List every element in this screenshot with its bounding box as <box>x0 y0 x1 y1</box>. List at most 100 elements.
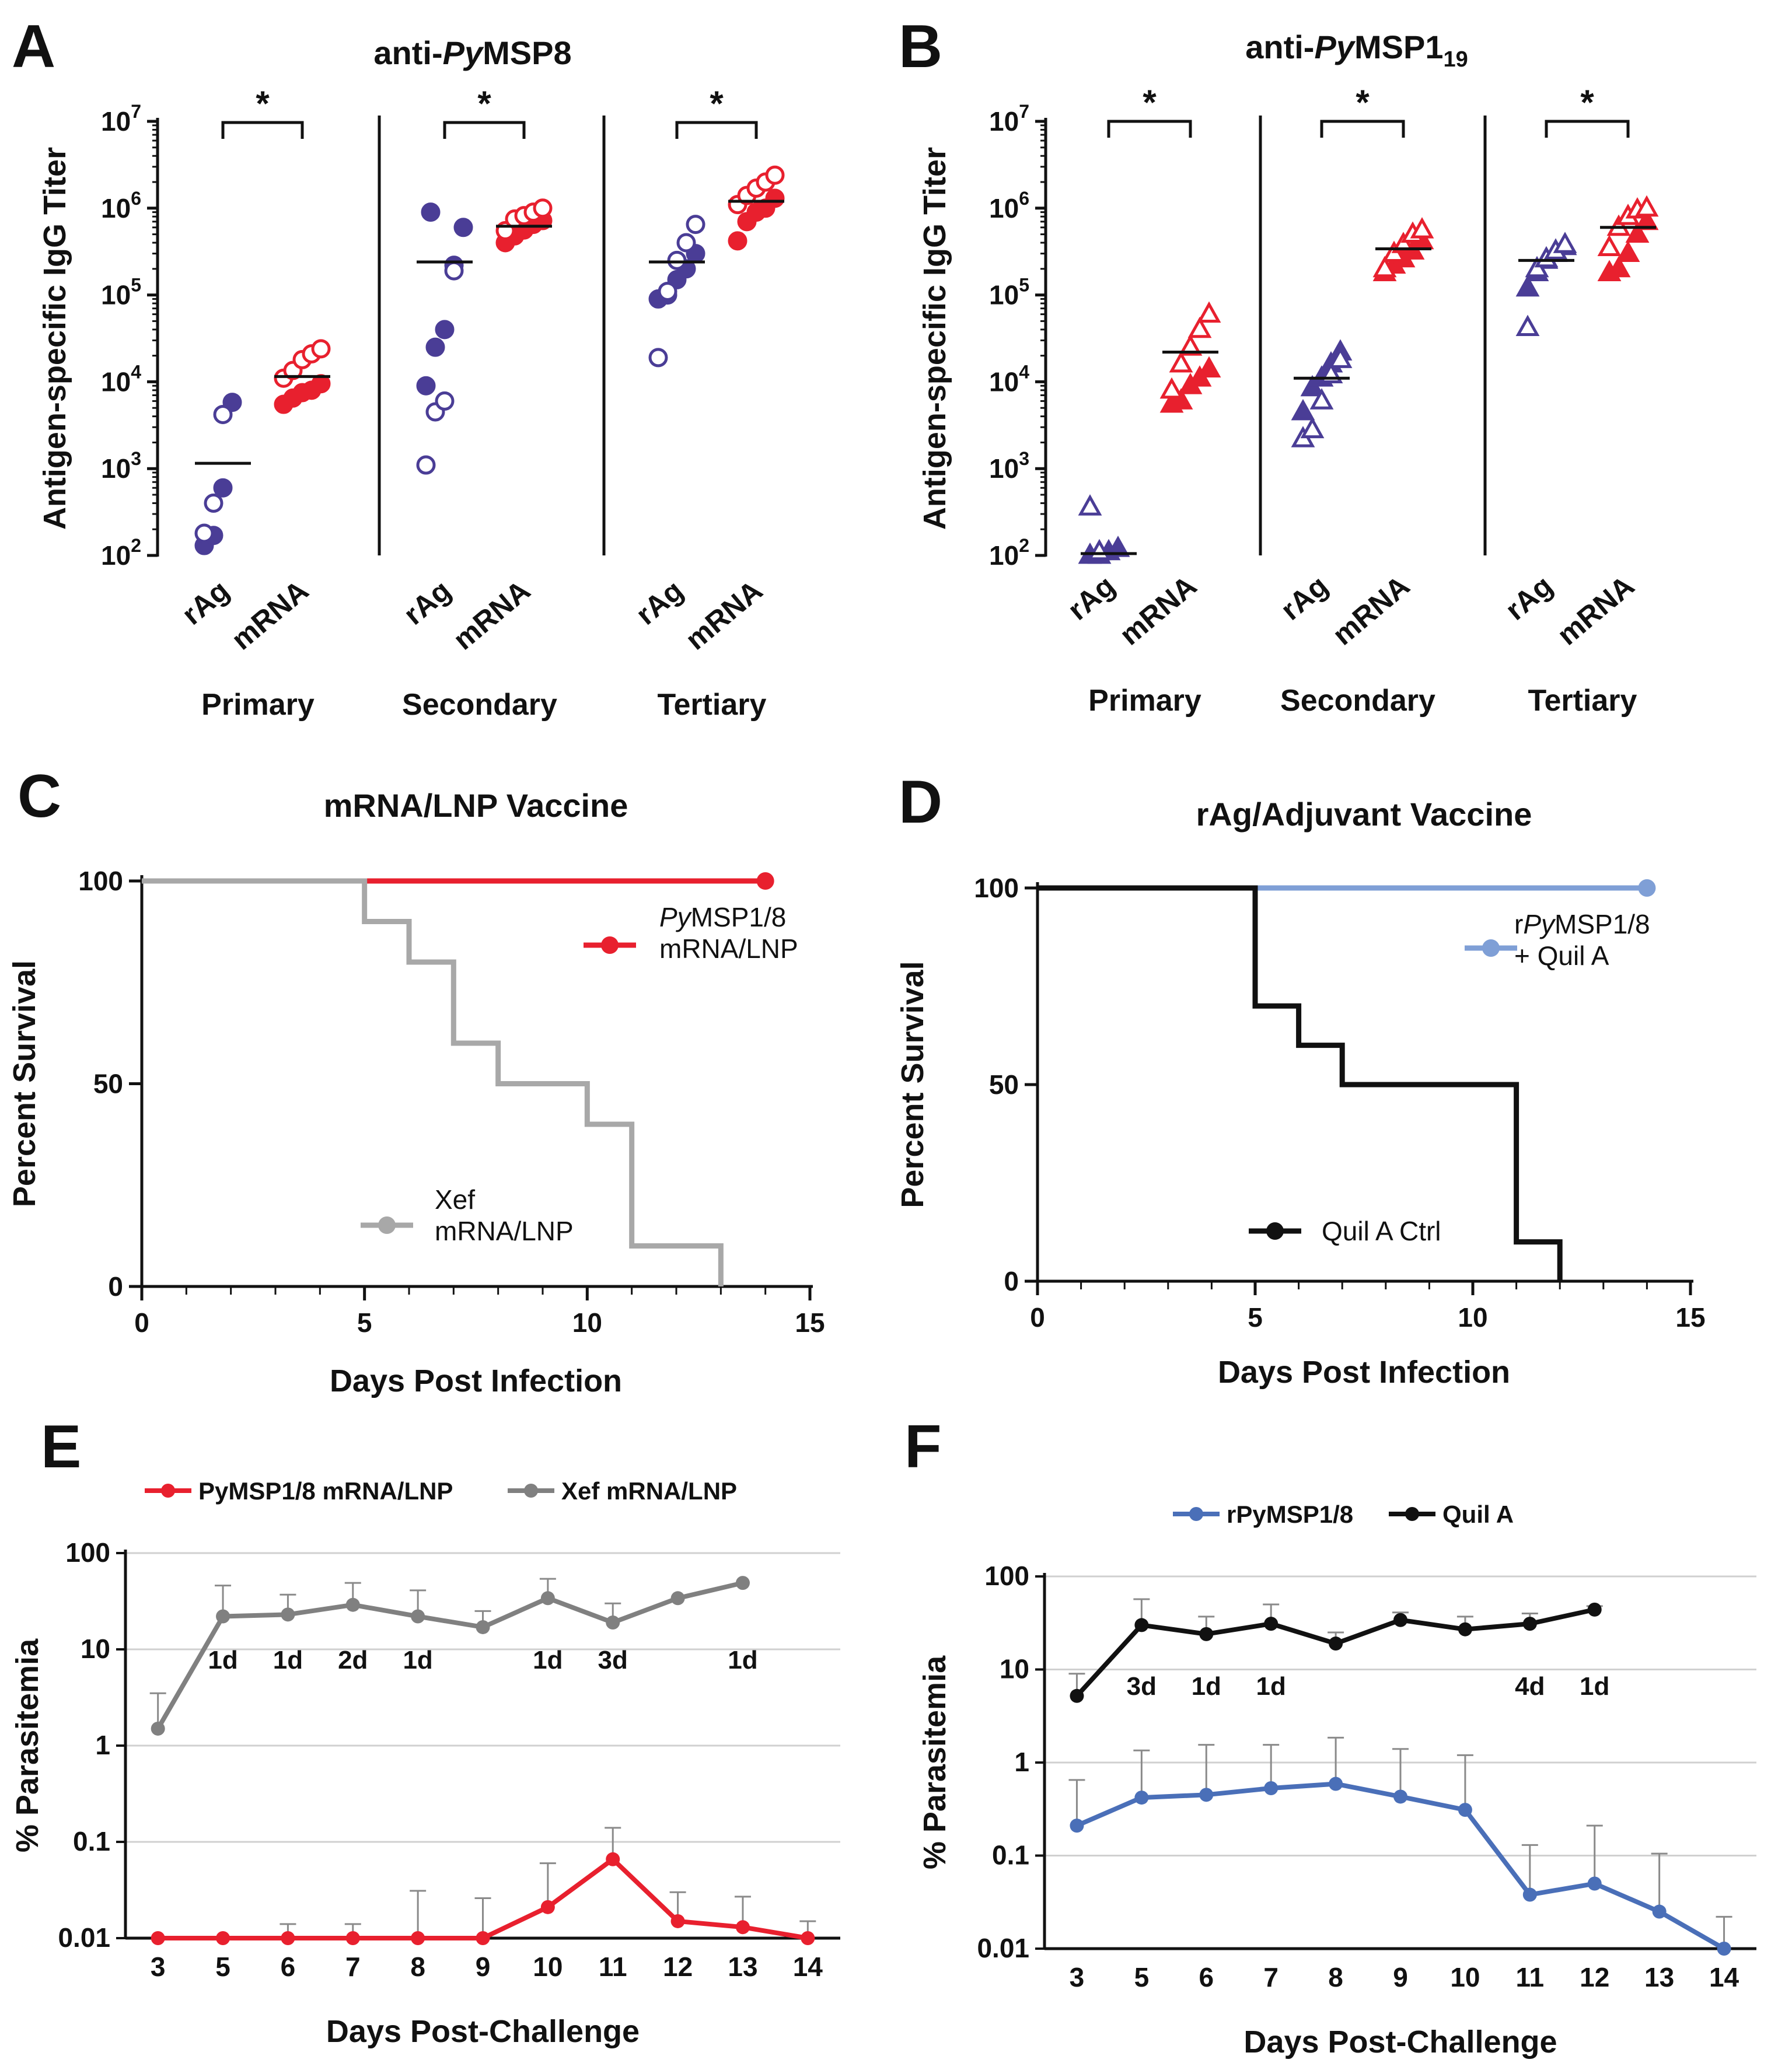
panel-title: anti-PyMSP8 <box>373 34 571 71</box>
rag-point-filled <box>421 202 441 222</box>
tick-base: 10 <box>101 106 131 137</box>
data-point <box>345 1597 360 1612</box>
y-tick-label: 50 <box>989 1069 1019 1100</box>
y-tick-label: 107 <box>101 101 141 137</box>
x-tick-label: 11 <box>599 1952 627 1982</box>
data-point <box>216 1609 230 1624</box>
x-tick-label: 5 <box>1134 1962 1150 1992</box>
y-tick-label: 10 <box>1000 1654 1029 1684</box>
survival-curve <box>142 878 724 1286</box>
data-point <box>1522 1887 1537 1902</box>
x-tick-label: 6 <box>281 1952 296 1982</box>
y-tick-label: 100 <box>78 866 123 896</box>
mrna-point-open <box>311 339 331 359</box>
mrna-point-filled <box>311 374 331 394</box>
rag-point-filled <box>416 376 436 396</box>
x-tick-label: 12 <box>663 1952 693 1982</box>
data-point <box>801 1931 815 1945</box>
rag-point-open <box>435 391 455 411</box>
legend-label: Quil A Ctrl <box>1322 1216 1441 1246</box>
legend-marker <box>1405 1507 1419 1521</box>
x-tick-label: 15 <box>795 1307 825 1338</box>
data-point <box>1070 1819 1084 1833</box>
rag-point-open <box>686 215 705 235</box>
significance-bracket <box>1545 120 1630 138</box>
tick-base: 10 <box>101 453 131 484</box>
rag-point-open <box>648 348 668 368</box>
significance-star: * <box>256 84 270 123</box>
tick-exponent: 6 <box>131 188 141 209</box>
significance-bracket <box>443 121 526 139</box>
rag-point-open <box>1328 347 1353 368</box>
mrna-point-open <box>1606 214 1631 236</box>
y-tick-label: 104 <box>101 361 141 397</box>
y-tick-label: 104 <box>989 361 1029 397</box>
legend-marker <box>524 1484 538 1498</box>
significance-star: * <box>710 84 724 123</box>
y-tick-label: 0.1 <box>73 1826 110 1856</box>
legend-marker <box>601 936 619 954</box>
x-tick-label: 14 <box>1709 1962 1739 1992</box>
x-tick-label: 10 <box>1450 1962 1480 1992</box>
data-point <box>1652 1904 1667 1919</box>
data-point <box>1199 1627 1214 1641</box>
rag-point-open <box>1553 232 1577 253</box>
mrna-point-filled <box>728 231 747 251</box>
title-subscript: 19 <box>1443 47 1468 72</box>
mrna-point-open <box>1187 316 1212 338</box>
rag-point-filled <box>453 218 473 237</box>
tick-base: 10 <box>989 540 1019 571</box>
significance-bracket <box>221 121 304 139</box>
tick-base: 10 <box>101 366 131 397</box>
y-tick-label: 100 <box>65 1537 110 1568</box>
x-tick-label: 10 <box>533 1952 563 1982</box>
y-tick-label: 10 <box>81 1634 110 1664</box>
data-point <box>151 1931 165 1945</box>
x-tick-label: 10 <box>572 1307 602 1338</box>
rag-point-open <box>444 261 464 281</box>
data-point <box>606 1852 620 1866</box>
x-axis-label: Days Post-Challenge <box>326 2014 640 2049</box>
y-tick-label: 0 <box>108 1271 123 1302</box>
y-tick-label: 105 <box>989 275 1029 310</box>
death-count-label: 1d <box>1580 1672 1609 1701</box>
data-point <box>1393 1613 1407 1627</box>
y-tick-label: 103 <box>101 448 141 484</box>
data-point <box>1458 1622 1472 1637</box>
x-tick-label: 10 <box>1458 1302 1487 1333</box>
tick-base: 10 <box>101 280 131 310</box>
data-point <box>1587 1876 1602 1891</box>
group-label: Secondary <box>402 688 557 722</box>
legend-label: Quil A <box>1442 1501 1514 1528</box>
data-point <box>476 1620 490 1634</box>
death-count-label: 3d <box>598 1646 628 1674</box>
tick-base: 10 <box>101 540 131 571</box>
y-tick-label: 0 <box>1004 1266 1019 1296</box>
title-part: anti- <box>373 34 442 71</box>
significance-star: * <box>1143 83 1157 122</box>
tick-base: 10 <box>101 193 131 223</box>
tick-exponent: 4 <box>131 361 141 382</box>
rag-point-open <box>213 404 233 424</box>
mrna-point-open <box>765 165 785 185</box>
y-axis-label: Antigen-specific IgG Titer <box>917 147 952 530</box>
x-axis-label: Days Post Infection <box>330 1363 622 1398</box>
x-axis-label: Days Post Infection <box>1218 1355 1510 1390</box>
title-part: anti- <box>1245 29 1314 65</box>
x-tick-label: 3 <box>1070 1962 1085 1992</box>
tick-base: 10 <box>989 280 1019 310</box>
x-tick-label: 12 <box>1580 1962 1609 1992</box>
rag-point-open <box>1525 256 1549 278</box>
significance-bracket <box>675 121 758 139</box>
rag-point-open <box>658 281 677 301</box>
x-tick-label: 13 <box>728 1952 757 1982</box>
mrna-point-filled <box>1606 256 1631 278</box>
title-part: Py <box>443 34 484 71</box>
x-tick-label: 13 <box>1644 1962 1674 1992</box>
mrna-point-open <box>1197 301 1221 323</box>
y-tick-label: 102 <box>101 535 141 571</box>
death-count-label: 4d <box>1515 1672 1545 1701</box>
tick-exponent: 7 <box>131 101 141 122</box>
data-point <box>476 1931 490 1945</box>
significance-star: * <box>1356 83 1370 122</box>
